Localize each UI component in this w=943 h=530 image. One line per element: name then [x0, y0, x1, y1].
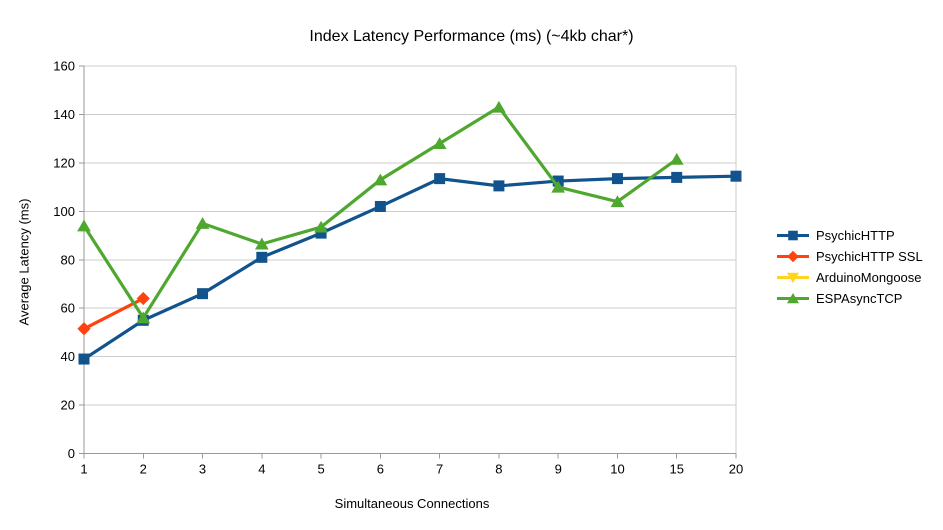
legend-item-arduinomongoose: ArduinoMongoose — [776, 270, 923, 285]
data-point-psychichttp — [671, 171, 683, 183]
x-axis-title: Simultaneous Connections — [334, 496, 490, 511]
legend-item-psychichttp: PsychicHTTP — [776, 228, 923, 243]
y-tick-label-20: 20 — [61, 398, 75, 413]
data-point-psychichttp — [611, 173, 623, 185]
y-tick-label-160: 160 — [53, 59, 75, 74]
data-point-psychichttp — [256, 251, 268, 263]
data-point-espasynctcp — [610, 195, 625, 208]
data-point-psychichttp — [374, 200, 386, 212]
data-point-psychichttp — [197, 288, 209, 300]
data-point-psychichttp-ssl — [136, 291, 150, 306]
legend-square-icon — [777, 230, 809, 241]
data-point-psychichttp-ssl — [77, 322, 91, 336]
y-tick-label-100: 100 — [53, 204, 75, 219]
legend-label: PsychicHTTP — [816, 228, 895, 243]
data-point-psychichttp — [78, 353, 90, 365]
legend-diamond-icon — [777, 250, 809, 263]
data-point-psychichttp — [493, 180, 505, 192]
x-tick-label-20: 20 — [729, 462, 743, 477]
y-axis-title: Average Latency (ms) — [16, 198, 32, 326]
chart-title: Index Latency Performance (ms) (~4kb cha… — [309, 28, 634, 45]
legend-triangle-up-icon — [777, 292, 809, 304]
x-tick-label-9: 9 — [555, 462, 562, 477]
data-point-espasynctcp — [314, 220, 328, 233]
legend-item-espasynctcp: ESPAsyncTCP — [776, 291, 923, 306]
series-line-psychichttp — [83, 174, 737, 361]
data-point-espasynctcp — [195, 217, 210, 229]
x-tick-label-1: 1 — [80, 462, 87, 477]
data-point-espasynctcp — [254, 237, 269, 250]
y-tick-label-40: 40 — [61, 349, 75, 364]
y-tick-label-0: 0 — [68, 446, 75, 461]
data-point-espasynctcp — [136, 311, 151, 324]
legend-label: ESPAsyncTCP — [816, 291, 903, 306]
x-tick-label-10: 10 — [610, 462, 624, 477]
data-point-espasynctcp — [551, 180, 566, 193]
series-line-espasynctcp — [82, 105, 678, 321]
data-point-psychichttp — [730, 170, 742, 182]
x-tick-label-2: 2 — [140, 462, 147, 477]
data-point-espasynctcp — [432, 137, 447, 149]
x-tick-label-6: 6 — [377, 462, 384, 477]
y-tick-label-80: 80 — [61, 252, 75, 267]
x-tick-label-8: 8 — [495, 462, 502, 477]
x-tick-label-15: 15 — [669, 462, 683, 477]
data-point-espasynctcp — [669, 152, 684, 165]
legend: PsychicHTTP PsychicHTTP SSL ArduinoMongoos… — [776, 228, 923, 306]
data-point-espasynctcp — [373, 173, 388, 186]
x-tick-label-3: 3 — [199, 462, 206, 477]
data-point-psychichttp — [434, 173, 446, 185]
legend-label: PsychicHTTP SSL — [816, 249, 923, 264]
x-tick-label-4: 4 — [258, 462, 265, 477]
data-point-espasynctcp — [492, 100, 506, 113]
legend-item-psychichttp-ssl: PsychicHTTP SSL — [776, 249, 923, 264]
legend-label: ArduinoMongoose — [816, 270, 922, 285]
x-tick-label-7: 7 — [436, 462, 443, 477]
y-tick-label-120: 120 — [53, 155, 75, 170]
x-tick-label-5: 5 — [317, 462, 324, 477]
data-point-espasynctcp — [77, 219, 91, 232]
y-tick-label-60: 60 — [61, 301, 75, 316]
y-tick-label-140: 140 — [53, 107, 75, 122]
legend-triangle-down-icon — [777, 272, 809, 284]
